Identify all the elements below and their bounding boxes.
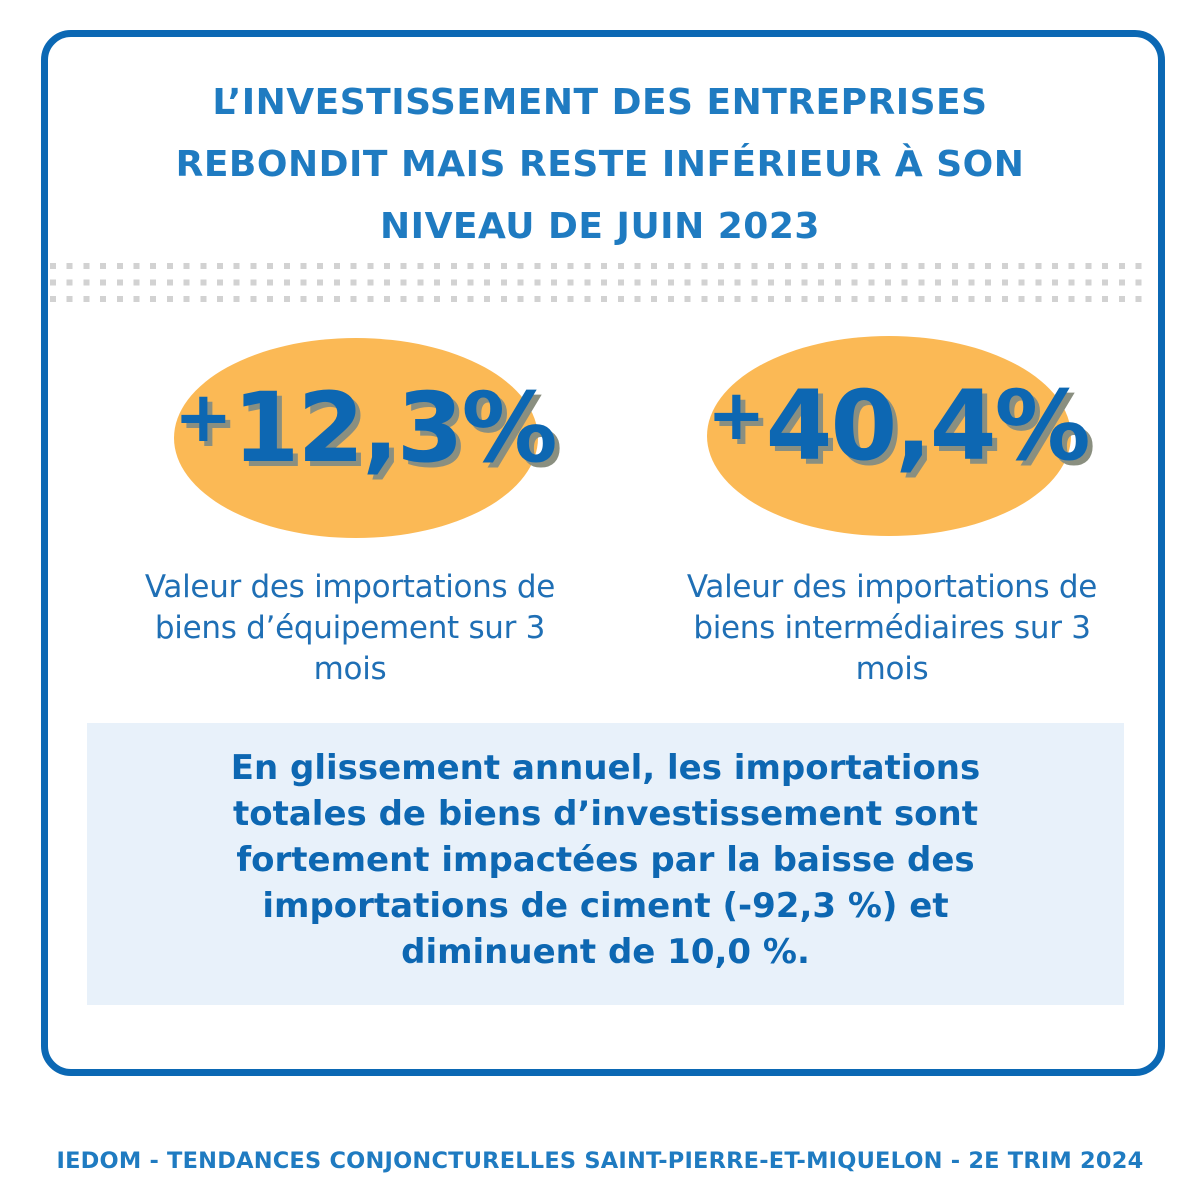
dotted-divider: [50, 263, 1150, 305]
caption-line: Valeur des importations de: [144, 569, 556, 605]
summary-line: totales de biens d’investissement sont: [232, 794, 978, 834]
footer-source: IEDOM - TENDANCES CONJONCTURELLES SAINT-…: [56, 1148, 1144, 1174]
caption-line: biens d’équipement sur 3: [154, 610, 546, 646]
caption-line: Valeur des importations de: [686, 569, 1098, 605]
stat-oval-intermediate: [707, 336, 1071, 536]
caption-line: mois: [313, 651, 387, 687]
summary-line: importations de ciment (-92,3 %) et: [262, 886, 949, 926]
stat-caption-intermediate: Valeur des importations de biens intermé…: [622, 567, 1162, 690]
summary-box: En glissement annuel, les importations t…: [87, 723, 1124, 1005]
summary-text: En glissement annuel, les importations t…: [87, 745, 1124, 975]
stat-caption-equipment: Valeur des importations de biens d’équip…: [80, 567, 620, 690]
plus-sign: +: [707, 374, 766, 456]
caption-line: biens intermédiaires sur 3: [693, 610, 1091, 646]
plus-sign: +: [174, 376, 233, 458]
stat-number: 40,4%: [765, 370, 1091, 482]
stat-value-equipment: +12,3%: [174, 372, 558, 484]
headline-line: REBONDIT MAIS RESTE INFÉRIEUR À SON: [175, 144, 1025, 185]
headline: L’INVESTISSEMENT DES ENTREPRISES REBONDI…: [60, 72, 1140, 258]
caption-line: mois: [855, 651, 929, 687]
stat-value-intermediate: +40,4%: [707, 370, 1091, 482]
card-frame: [41, 30, 1165, 1076]
summary-line: fortement impactées par la baisse des: [236, 840, 975, 880]
summary-line: En glissement annuel, les importations: [230, 748, 981, 788]
stat-number: 12,3%: [232, 372, 558, 484]
headline-line: L’INVESTISSEMENT DES ENTREPRISES: [212, 82, 988, 123]
stat-oval-equipment: [174, 338, 538, 538]
headline-line: NIVEAU DE JUIN 2023: [380, 206, 820, 247]
summary-line: diminuent de 10,0 %.: [401, 932, 810, 972]
